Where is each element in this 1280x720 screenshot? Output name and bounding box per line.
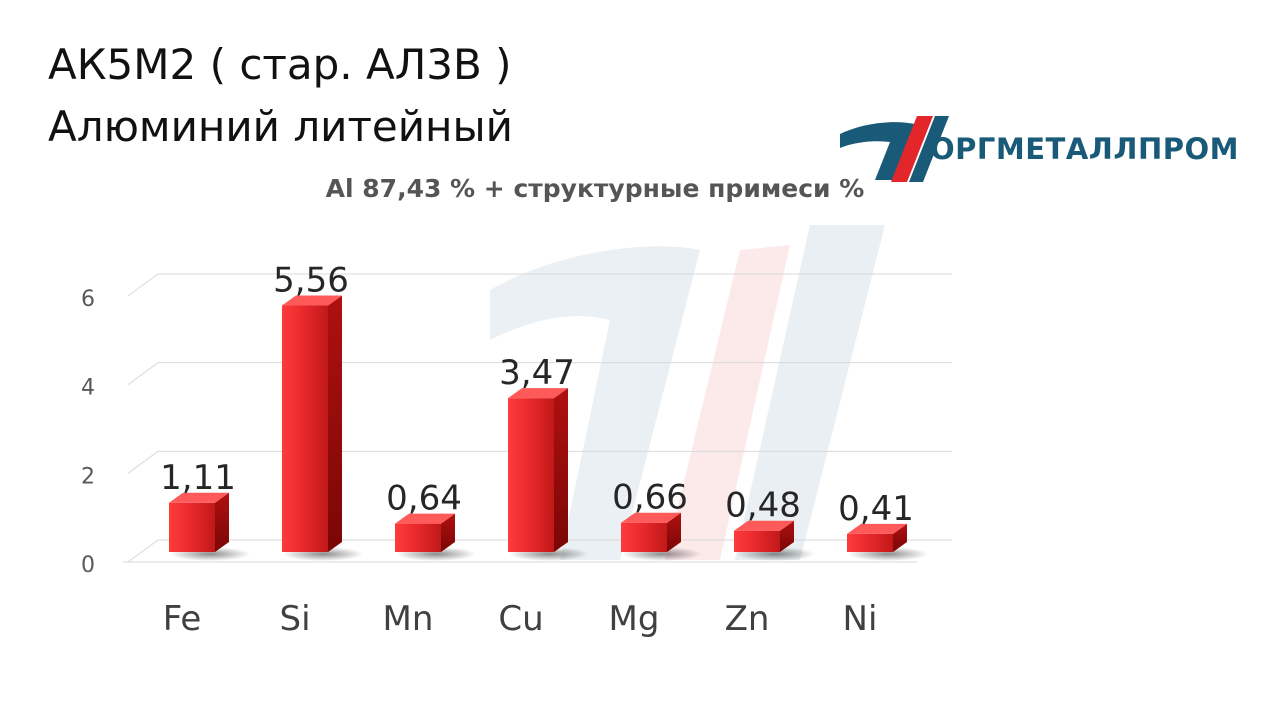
bar [508, 398, 554, 552]
x-tick-label: Zn [725, 599, 770, 639]
data-label: 0,64 [386, 479, 462, 519]
bar-side [554, 388, 568, 552]
x-tick-label: Mg [609, 599, 660, 639]
watermark-logo-icon [490, 225, 885, 561]
data-labels: 1,11 5,56 0,64 3,47 0,66 0,48 0,41 [160, 261, 914, 529]
data-label: 0,66 [612, 478, 688, 518]
y-tick-label: 2 [81, 464, 95, 489]
bar-side [667, 512, 681, 552]
data-label: 5,56 [273, 261, 349, 301]
bar [395, 523, 441, 552]
bar-side [893, 523, 907, 552]
grid-line-diagonal [127, 362, 159, 386]
page-title: АК5М2 ( стар. АЛ3В ) [48, 40, 512, 89]
x-tick-labels: Fe Si Mn Cu Mg Zn Ni [163, 599, 878, 639]
y-tick-label: 0 [81, 553, 95, 578]
bar-top [282, 295, 342, 306]
bar-top [508, 388, 568, 399]
bar [282, 305, 328, 552]
bar-top [734, 520, 794, 531]
grid-line-diagonal [127, 450, 159, 474]
logo-text: ОРГМЕТАЛЛПРОМ [930, 132, 1239, 166]
data-label: 0,41 [838, 489, 914, 529]
y-tick-label: 4 [81, 376, 95, 401]
bar [734, 530, 780, 552]
chart-title: Al 87,43 % + структурные примеси % [325, 174, 865, 203]
x-tick-label: Cu [498, 599, 543, 639]
x-tick-label: Mn [383, 599, 434, 639]
bar-side [780, 520, 794, 552]
bar-top [395, 513, 455, 524]
y-tick-label: 6 [81, 287, 95, 312]
y-tick-labels: 0 2 4 6 [81, 287, 95, 578]
orgmetallprom-logo-icon [840, 116, 949, 182]
grid-line-diagonal [127, 539, 159, 563]
data-label: 0,48 [725, 486, 801, 526]
data-label: 1,11 [160, 458, 236, 498]
bar-side [328, 295, 342, 552]
bar [169, 502, 215, 552]
bar [621, 522, 667, 552]
bar-top [847, 523, 907, 534]
data-label: 3,47 [499, 353, 575, 393]
grid-line-diagonal [127, 273, 159, 297]
x-tick-label: Ni [843, 599, 878, 639]
x-tick-label: Fe [163, 599, 202, 639]
bar-top [169, 492, 229, 503]
bars [169, 295, 928, 561]
page-subtitle: Алюминий литейный [48, 102, 513, 151]
bar-side [441, 513, 455, 552]
bar-top [621, 512, 681, 523]
bar [847, 533, 893, 552]
x-tick-label: Si [279, 599, 310, 639]
bar-side [215, 492, 229, 552]
